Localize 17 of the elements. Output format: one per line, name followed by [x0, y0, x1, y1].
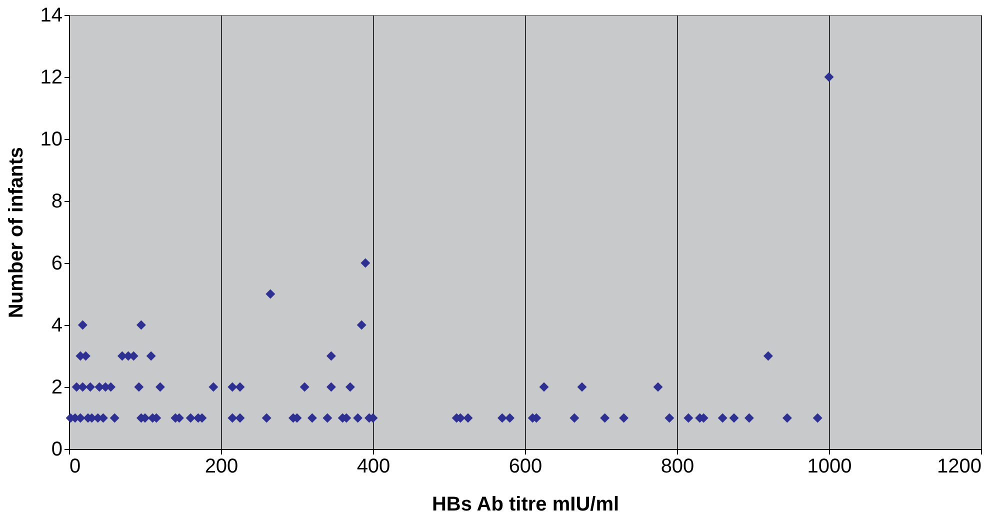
x-tick-label: 200 [204, 456, 238, 478]
y-tick-label: 0 [51, 438, 62, 460]
x-tick-label: 800 [660, 456, 694, 478]
x-tick-label: 1200 [937, 456, 982, 478]
y-tick-label: 2 [51, 376, 62, 398]
x-tick-label: 600 [508, 456, 542, 478]
y-tick-label: 6 [51, 252, 62, 274]
y-tick-label: 12 [40, 66, 62, 88]
x-axis-title: HBs Ab titre mIU/ml [432, 494, 620, 516]
y-tick-label: 4 [51, 314, 62, 336]
y-axis-title: Number of infants [5, 146, 28, 318]
x-tick-label: 1000 [807, 456, 852, 478]
y-tick-label: 14 [40, 4, 62, 26]
x-tick-label: 400 [356, 456, 390, 478]
x-tick-label: 0 [70, 456, 81, 478]
y-tick-label: 10 [40, 128, 62, 150]
y-tick-label: 8 [51, 190, 62, 212]
